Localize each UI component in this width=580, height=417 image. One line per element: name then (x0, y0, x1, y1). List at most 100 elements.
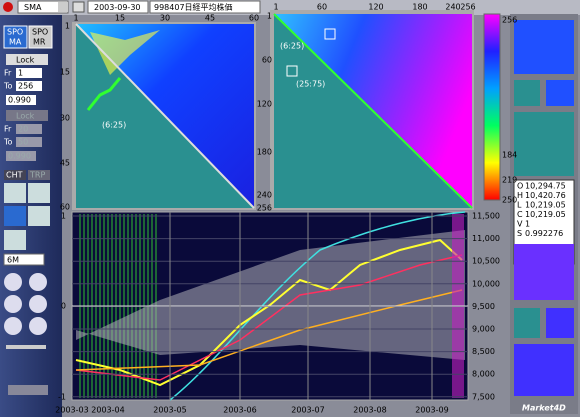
rate-input[interactable] (6, 151, 36, 161)
period-text: 6M (7, 256, 19, 265)
y-tick-label: 45 (60, 159, 70, 168)
spo-mr-2: MR (33, 38, 46, 47)
y-tick-label: 1 (267, 12, 272, 21)
symbol-text: 998407日経平均株価 (154, 2, 233, 12)
left-tick-label: -1 (58, 393, 66, 402)
dropdown-arrow[interactable] (58, 2, 68, 12)
y-tick-label: 60 (262, 56, 272, 65)
to-label: To (3, 82, 13, 91)
marker (286, 65, 298, 77)
thumb (514, 244, 574, 300)
slider[interactable] (6, 345, 46, 349)
y-tick-label: 120 (257, 100, 272, 109)
x-tick-label: 2003-05 (153, 406, 186, 415)
fr-value: 20 (18, 125, 28, 134)
colorbar-label: 219 (502, 176, 517, 185)
thumb (514, 308, 540, 338)
x-tick-label: 1 (73, 14, 78, 23)
nav-button[interactable] (4, 317, 22, 335)
x-tick-label: 60 (249, 14, 259, 23)
file-icons[interactable] (8, 385, 48, 395)
nav-button[interactable] (29, 317, 47, 335)
spo-ma-button[interactable] (3, 25, 28, 49)
symbol-box[interactable] (149, 0, 261, 14)
to-value: 50 (18, 138, 28, 147)
y-tick-label: 30 (60, 114, 70, 123)
info-key: C (517, 210, 523, 219)
info-value: 10,219.05 (525, 201, 566, 210)
path-trace (86, 77, 122, 111)
x-tick-label: 15 (115, 14, 125, 23)
tab-cht[interactable] (4, 170, 26, 180)
diagonal (273, 13, 473, 209)
to-input[interactable] (16, 81, 42, 91)
close-button[interactable] (3, 2, 13, 12)
spo-mr-button[interactable] (28, 25, 53, 49)
info-value: 10,420.76 (525, 191, 566, 200)
left-tick-label: 1 (61, 212, 66, 221)
tool-button[interactable] (4, 183, 26, 203)
marker (324, 28, 336, 40)
rate-input[interactable] (6, 95, 36, 105)
line-red (75, 254, 463, 381)
nav-button[interactable] (4, 273, 22, 291)
info-value: 10,294.75 (525, 182, 566, 191)
nav-button[interactable] (4, 295, 22, 313)
fr-input[interactable] (16, 68, 42, 78)
lock-text: Lock (16, 112, 35, 121)
x-tick-label: 2003-07 (291, 406, 324, 415)
fr-input[interactable] (16, 124, 42, 134)
x-tick-label: 1 (273, 3, 278, 12)
info-value: 10,219.05 (525, 210, 566, 219)
tool-button[interactable] (28, 206, 50, 226)
lock-button[interactable] (6, 110, 48, 121)
spo-mr-1: SPO (32, 28, 48, 37)
info-value: 1 (525, 220, 530, 229)
tab-cht-text: CHT (6, 171, 23, 180)
tool-button[interactable] (28, 183, 50, 203)
calendar-icon[interactable] (72, 1, 85, 13)
x-tick-label: 60 (317, 3, 327, 12)
x-tick-label: 2003-09 (415, 406, 448, 415)
x-tick-label: 240 (445, 3, 460, 12)
x-tick-label: 2003-08 (353, 406, 386, 415)
y-tick-label: 9,500 (472, 302, 495, 311)
thumb (546, 308, 574, 338)
thumb (514, 112, 574, 176)
fr-label: Fr (4, 125, 12, 134)
y-tick-label: 10,000 (472, 279, 500, 288)
y-tick-label: 60 (60, 203, 70, 212)
to-value: 256 (18, 82, 33, 91)
x-tick-label: 256 (460, 3, 475, 12)
annotation: (6:25) (102, 121, 126, 130)
nav-button[interactable] (29, 273, 47, 291)
info-value: 0.992276 (525, 229, 563, 238)
date-box[interactable] (87, 0, 149, 14)
x-tick-label: 2003-03 (55, 406, 88, 415)
brand: Market4D (522, 404, 566, 413)
y-tick-label: 15 (60, 68, 70, 77)
to-input[interactable] (16, 137, 42, 147)
x-tick-label: 120 (368, 3, 383, 12)
lock-text: Lock (16, 56, 35, 65)
info-key: L (517, 201, 522, 210)
thumb (514, 20, 574, 74)
y-tick-label: 256 (257, 204, 272, 213)
y-tick-label: 8,500 (472, 347, 495, 356)
nav-button[interactable] (29, 295, 47, 313)
thumb (514, 80, 540, 106)
thumb (546, 80, 574, 106)
indicator-text: SMA (24, 3, 42, 12)
tool-button[interactable] (4, 206, 26, 226)
lock-button[interactable] (6, 54, 48, 65)
spo-ma-2: MA (9, 38, 22, 47)
fr-value: 1 (18, 69, 23, 78)
y-tick-label: 8,000 (472, 370, 495, 379)
rate-value: 0.990 (8, 96, 31, 105)
y-tick-label: 7,500 (472, 392, 495, 401)
period-select[interactable] (3, 253, 45, 266)
tab-trp[interactable] (28, 170, 50, 180)
spo-ma-1: SPO (7, 28, 23, 37)
x-tick-label: 2003-04 (91, 406, 124, 415)
tool-button[interactable] (4, 230, 26, 250)
